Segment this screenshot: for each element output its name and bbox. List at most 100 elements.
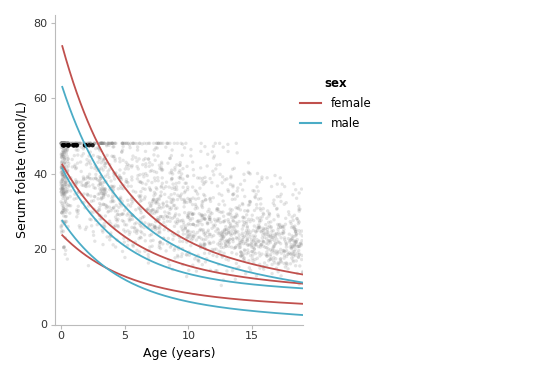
Point xyxy=(59,146,68,152)
Point xyxy=(104,142,113,148)
Point xyxy=(123,212,131,218)
Point xyxy=(153,225,162,231)
Point xyxy=(214,248,223,254)
Point xyxy=(182,180,191,186)
Point xyxy=(136,216,145,222)
Point xyxy=(127,183,136,189)
Point xyxy=(163,140,172,146)
Point xyxy=(157,183,166,189)
Point xyxy=(120,140,129,146)
Point xyxy=(144,255,153,261)
Point xyxy=(165,211,174,217)
Point xyxy=(95,167,104,173)
Point xyxy=(248,255,257,261)
Point xyxy=(68,140,77,146)
Point xyxy=(59,208,68,214)
Point xyxy=(196,148,205,154)
Point xyxy=(289,253,298,259)
Point xyxy=(272,232,280,238)
Point xyxy=(199,213,207,219)
Point xyxy=(218,180,227,186)
Point xyxy=(166,218,174,224)
Point xyxy=(201,197,210,203)
Point xyxy=(173,252,182,258)
Point xyxy=(179,184,188,190)
Point xyxy=(256,215,265,221)
Point xyxy=(153,215,162,221)
Point xyxy=(125,229,134,235)
Point xyxy=(57,140,66,146)
Point xyxy=(154,178,163,184)
Point xyxy=(276,222,284,228)
Point xyxy=(158,180,167,186)
Point xyxy=(79,151,88,157)
Point xyxy=(104,168,113,174)
Point xyxy=(59,148,68,154)
Point xyxy=(60,140,69,146)
Point xyxy=(57,188,66,194)
Point xyxy=(165,184,174,190)
Point xyxy=(196,241,205,247)
Point xyxy=(58,185,67,191)
Point xyxy=(226,206,235,212)
Point xyxy=(262,249,271,255)
Point xyxy=(136,210,145,216)
Point xyxy=(81,142,90,148)
Point xyxy=(217,249,226,255)
Point xyxy=(153,199,162,205)
Point xyxy=(290,241,299,247)
Point xyxy=(89,182,97,188)
Point xyxy=(152,200,161,206)
Point xyxy=(258,228,267,234)
Point xyxy=(277,256,285,262)
Point xyxy=(59,140,68,146)
Point xyxy=(57,164,66,170)
Point xyxy=(249,258,257,264)
Point xyxy=(137,235,146,241)
Point xyxy=(280,249,289,255)
Point xyxy=(120,207,129,213)
Point xyxy=(226,220,234,226)
Point xyxy=(58,169,67,175)
Point xyxy=(274,269,283,275)
Point xyxy=(64,140,73,146)
Point xyxy=(255,250,263,256)
Point xyxy=(57,152,66,158)
Point xyxy=(224,228,233,234)
Point xyxy=(259,266,268,272)
Point xyxy=(152,185,161,191)
Point xyxy=(90,238,99,244)
Point xyxy=(107,183,116,189)
Point xyxy=(86,141,95,147)
Point xyxy=(90,194,99,200)
Point xyxy=(81,142,90,148)
Point xyxy=(214,209,223,214)
Point xyxy=(215,191,224,197)
Point xyxy=(58,208,67,214)
Point xyxy=(62,184,70,190)
Point xyxy=(111,244,120,250)
Point xyxy=(264,233,273,239)
Point xyxy=(60,220,69,226)
Point xyxy=(133,230,141,236)
Point xyxy=(175,175,184,181)
Point xyxy=(186,153,195,159)
Point xyxy=(201,212,210,218)
Point xyxy=(137,224,146,230)
Point xyxy=(63,256,72,262)
Point xyxy=(75,223,84,229)
Point xyxy=(157,140,166,146)
Point xyxy=(116,200,124,206)
Point xyxy=(200,250,209,256)
Point xyxy=(240,208,249,214)
Point xyxy=(277,198,285,204)
Point xyxy=(107,208,116,214)
Point xyxy=(172,184,181,190)
Point xyxy=(155,228,164,234)
Point xyxy=(58,183,67,189)
Point xyxy=(86,193,95,199)
Point xyxy=(272,265,281,271)
Point xyxy=(59,140,68,146)
Point xyxy=(59,140,68,146)
Point xyxy=(232,140,241,146)
